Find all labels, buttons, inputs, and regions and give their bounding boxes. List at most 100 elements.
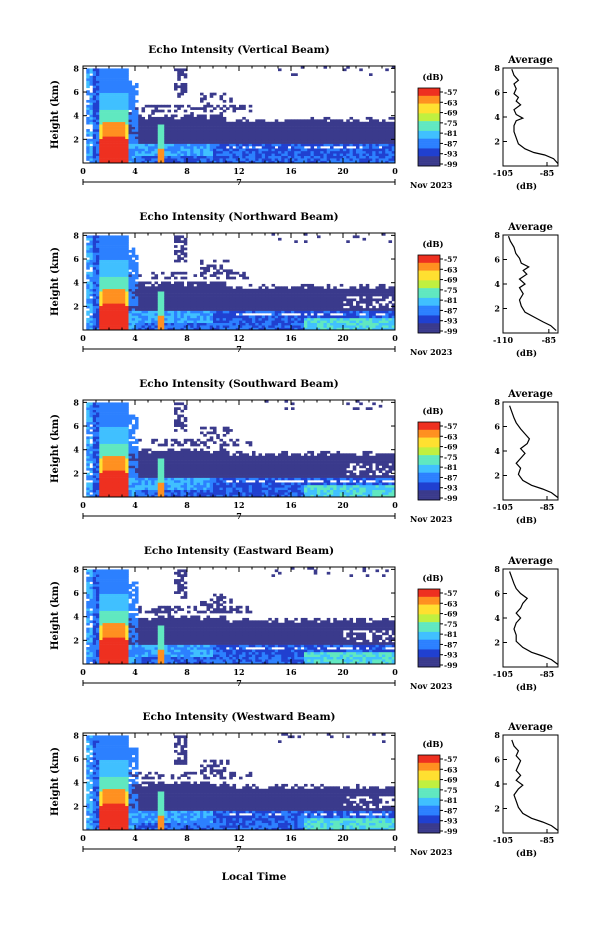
heatmap-cell xyxy=(148,313,152,316)
heatmap-cell xyxy=(122,461,126,464)
heatmap-cell xyxy=(350,289,354,292)
heatmap-cell xyxy=(155,110,159,113)
heatmap-cell xyxy=(99,485,103,488)
heatmap-cell xyxy=(249,124,253,127)
heatmap-cell xyxy=(135,100,139,103)
heatmap-cell xyxy=(109,279,113,282)
heatmap-cell xyxy=(129,250,133,253)
heatmap-cell xyxy=(93,424,97,427)
heatmap-cell xyxy=(106,487,110,490)
heatmap-cell xyxy=(330,289,334,292)
heatmap-cell xyxy=(122,119,126,122)
heatmap-cell xyxy=(109,282,113,285)
heatmap-cell xyxy=(216,151,220,154)
heatmap-cell xyxy=(86,296,90,299)
colorbar-segment xyxy=(418,321,440,323)
heatmap-cell xyxy=(96,240,100,243)
heatmap-cell xyxy=(109,267,113,270)
heatmap-cell xyxy=(112,267,116,270)
heatmap-cell xyxy=(93,306,97,309)
heatmap-cell xyxy=(103,325,107,328)
heatmap-cell xyxy=(90,320,94,323)
heatmap-cell xyxy=(122,485,126,488)
heatmap-cell xyxy=(194,323,198,326)
heatmap-cell xyxy=(125,235,129,238)
heatmap-cell xyxy=(268,298,272,301)
heatmap-cell xyxy=(184,115,188,118)
heatmap-cell xyxy=(116,294,120,297)
heatmap-cell xyxy=(333,139,337,142)
heatmap-cell xyxy=(275,134,279,137)
heatmap-cell xyxy=(106,115,110,118)
heatmap-cell xyxy=(99,240,103,243)
heatmap-cell xyxy=(116,136,120,139)
heatmap-cell xyxy=(298,134,302,137)
heatmap-cell xyxy=(112,412,116,415)
heatmap-cell xyxy=(125,282,129,285)
heatmap-cell xyxy=(151,153,155,156)
heatmap-cell xyxy=(142,122,146,125)
heatmap-cell xyxy=(262,144,266,147)
heatmap-cell xyxy=(190,282,194,285)
heatmap-cell xyxy=(109,468,113,471)
heatmap-cell xyxy=(171,325,175,328)
heatmap-cell xyxy=(346,122,350,125)
heatmap-cell xyxy=(246,122,250,125)
heatmap-cell xyxy=(226,320,230,323)
heatmap-cell xyxy=(93,153,97,156)
heatmap-cell xyxy=(298,315,302,318)
heatmap-cell xyxy=(93,146,97,149)
heatmap-cell xyxy=(155,274,159,277)
heatmap-cell xyxy=(106,68,110,71)
heatmap-cell xyxy=(275,151,279,154)
heatmap-cell xyxy=(314,122,318,125)
heatmap-cell xyxy=(171,301,175,304)
heatmap-cell xyxy=(220,306,224,309)
heatmap-cell xyxy=(119,269,123,272)
colorbar-segment xyxy=(418,265,440,267)
heatmap-cell xyxy=(106,432,110,435)
colorbar-segment xyxy=(418,263,440,265)
heatmap-cell xyxy=(151,298,155,301)
heatmap-cell xyxy=(220,107,224,110)
heatmap-cell xyxy=(311,141,315,144)
heatmap-cell xyxy=(285,301,289,304)
heatmap-cell xyxy=(122,243,126,246)
heatmap-cell xyxy=(223,129,227,132)
heatmap-cell xyxy=(304,308,308,311)
heatmap-cell xyxy=(301,301,305,304)
heatmap-cell xyxy=(346,313,350,316)
heatmap-cell xyxy=(220,294,224,297)
heatmap-cell xyxy=(103,311,107,314)
heatmap-cell xyxy=(262,315,266,318)
heatmap-cell xyxy=(125,90,129,93)
heatmap-cell xyxy=(220,320,224,323)
heatmap-cell xyxy=(138,301,142,304)
heatmap-cell xyxy=(200,156,204,159)
heatmap-cell xyxy=(307,144,311,147)
heatmap-cell xyxy=(142,308,146,311)
heatmap-cell xyxy=(356,153,360,156)
heatmap-cell xyxy=(311,298,315,301)
heatmap-cell xyxy=(372,129,376,132)
heatmap-cell xyxy=(285,122,289,125)
heatmap-cell xyxy=(125,136,129,139)
heatmap-cell xyxy=(340,320,344,323)
heatmap-cell xyxy=(138,117,142,120)
heatmap-cell xyxy=(301,156,305,159)
heatmap-cell xyxy=(288,141,292,144)
heatmap-cell xyxy=(155,291,159,294)
heatmap-cell xyxy=(197,136,201,139)
heatmap-cell xyxy=(103,492,107,495)
heatmap-cell xyxy=(119,73,123,76)
heatmap-cell xyxy=(330,296,334,299)
heatmap-cell xyxy=(239,151,243,154)
heatmap-cell xyxy=(103,456,107,459)
heatmap-cell xyxy=(145,308,149,311)
heatmap-cell xyxy=(301,294,305,297)
heatmap-cell xyxy=(155,298,159,301)
heatmap-cell xyxy=(320,289,324,292)
heatmap-cell xyxy=(142,306,146,309)
heatmap-cell xyxy=(337,124,341,127)
heatmap-cell xyxy=(359,291,363,294)
